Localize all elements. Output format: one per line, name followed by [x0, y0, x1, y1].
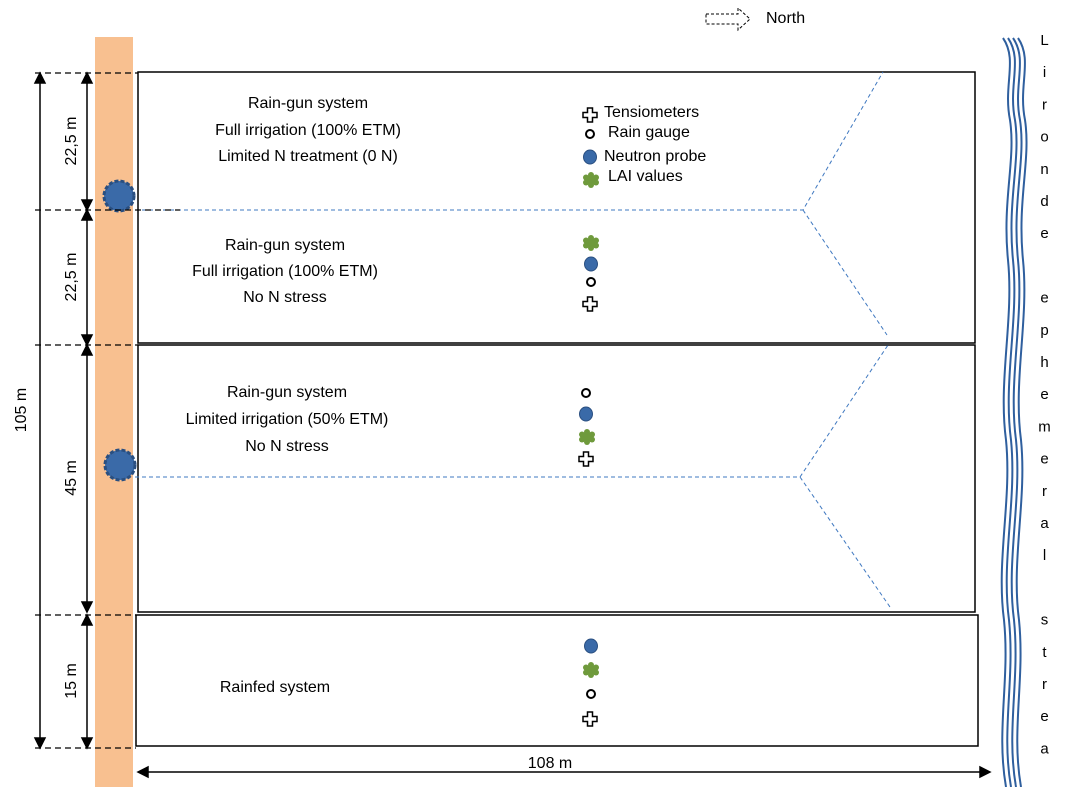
dimension-label: 45 m [63, 460, 80, 496]
rain-gauge-icon [586, 689, 596, 699]
plot-frame [137, 344, 976, 613]
dimension-arrows [33, 71, 992, 779]
dimension-label: 108 m [528, 755, 572, 772]
rain-gun [103, 448, 137, 482]
spray-line [135, 344, 891, 608]
tensiometer-icon [582, 107, 598, 123]
rain-gauge-icon [586, 277, 596, 287]
plot-text: No N stress [243, 289, 327, 306]
plot-text: Full irrigation (100% ETM) [192, 263, 378, 280]
dimension-label: 22,5 m [63, 253, 80, 302]
plot-frame [135, 614, 979, 747]
plot-frame [137, 71, 976, 344]
lai-icon [583, 235, 599, 251]
lai-icon [583, 172, 599, 188]
neutron-probe-icon [584, 638, 598, 654]
dimension-label: 22,5 m [63, 117, 80, 166]
plot-text: Limited irrigation (50% ETM) [186, 411, 389, 428]
stream-label: Lironde ephemeral strea [1036, 32, 1053, 773]
neutron-probe-icon [583, 149, 597, 165]
irrigation-strip [95, 37, 133, 787]
legend-label: Tensiometers [604, 104, 699, 121]
plot-text: Limited N treatment (0 N) [218, 148, 398, 165]
tensiometer-icon [578, 451, 594, 467]
plot-text: Rain-gun system [248, 95, 368, 112]
rain-gauge-icon [581, 388, 591, 398]
lai-icon [583, 662, 599, 678]
legend-label: Rain gauge [608, 124, 690, 141]
legend-label: LAI values [608, 168, 683, 185]
plot-text: Rainfed system [220, 679, 330, 696]
spray-line [135, 71, 888, 336]
dimension-label: 105 m [13, 388, 30, 432]
neutron-probe-icon [579, 406, 593, 422]
stream [1000, 37, 1028, 787]
plot-text: Rain-gun system [227, 384, 347, 401]
legend-label: Neutron probe [604, 148, 706, 165]
north-label: North [766, 10, 805, 27]
plot-text: No N stress [245, 438, 329, 455]
tensiometer-icon [582, 296, 598, 312]
tensiometer-icon [582, 711, 598, 727]
plot-text: Rain-gun system [225, 237, 345, 254]
north-arrow [705, 6, 751, 32]
plot-text: Full irrigation (100% ETM) [215, 122, 401, 139]
dimension-label: 15 m [63, 663, 80, 699]
rain-gauge-icon [585, 129, 595, 139]
neutron-probe-icon [584, 256, 598, 272]
rain-gun [102, 179, 136, 213]
lai-icon [579, 429, 595, 445]
